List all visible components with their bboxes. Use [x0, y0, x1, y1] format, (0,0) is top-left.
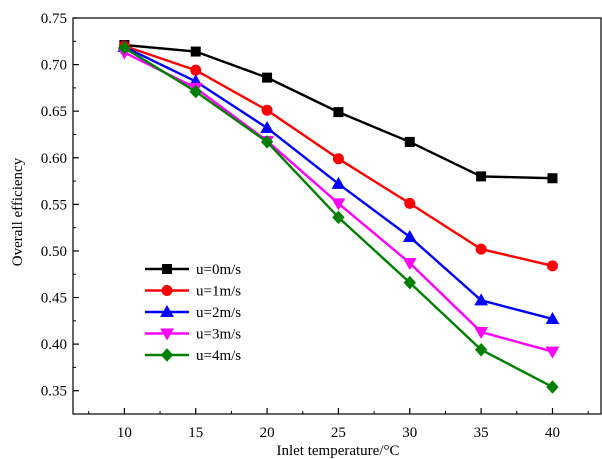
x-tick-label: 20	[260, 425, 275, 441]
data-point	[118, 41, 131, 55]
legend-label: u=1m/s	[196, 284, 241, 300]
legend-label: u=0m/s	[196, 262, 241, 278]
data-point	[332, 210, 345, 225]
data-point	[404, 136, 415, 147]
x-axis: 10 15 20 25 30 35 40	[88, 408, 589, 441]
legend: u=0m/s u=1m/s u=2m/s u=3m/s u=4m/s	[145, 262, 241, 364]
data-point	[189, 84, 202, 99]
y-tick-label: 0.40	[41, 337, 67, 353]
data-point	[261, 104, 273, 116]
y-tick-label: 0.60	[41, 151, 67, 167]
data-point	[402, 229, 417, 242]
x-tick-label: 15	[188, 425, 203, 441]
x-tick-label: 10	[117, 425, 132, 441]
legend-label: u=3m/s	[196, 327, 241, 343]
data-point	[404, 197, 416, 209]
y-tick-label: 0.65	[41, 104, 67, 120]
data-point	[474, 293, 488, 306]
data-point	[190, 64, 202, 76]
series-u=4m/s	[118, 41, 559, 394]
y-axis: 0.35 0.40 0.45 0.50 0.55 0.60 0.65 0.70 0.75	[41, 11, 79, 400]
series-u=1m/s	[118, 40, 558, 272]
y-tick-label: 0.35	[41, 384, 67, 400]
legend-marker	[162, 264, 172, 274]
y-tick-label: 0.45	[41, 291, 67, 307]
plot-area	[72, 17, 602, 415]
x-axis-title: Inlet temperature/°C	[276, 443, 399, 459]
data-point	[402, 258, 417, 271]
data-point	[333, 107, 344, 118]
y-tick-label: 0.75	[41, 11, 67, 27]
data-point	[403, 275, 416, 290]
data-point	[545, 311, 560, 324]
data-point	[546, 380, 559, 394]
x-tick-label: 40	[545, 425, 560, 441]
legend-marker	[160, 328, 174, 341]
data-point	[547, 173, 558, 184]
legend-label: u=2m/s	[196, 305, 241, 321]
plot-frame	[72, 17, 602, 415]
data-point	[331, 176, 346, 189]
data-point	[190, 46, 201, 57]
legend-item: u=3m/s	[145, 327, 241, 343]
data-point	[545, 346, 560, 359]
legend-item: u=4m/s	[145, 348, 241, 364]
data-point	[331, 198, 346, 211]
data-point	[476, 171, 487, 182]
data-point	[474, 342, 488, 357]
legend-marker	[160, 304, 174, 317]
data-point	[546, 260, 558, 272]
x-tick-label: 25	[331, 425, 346, 441]
legend-item: u=0m/s	[145, 262, 241, 278]
y-tick-label: 0.50	[41, 244, 67, 260]
legend-item: u=1m/s	[145, 284, 241, 300]
data-point	[475, 243, 487, 255]
data-point	[474, 327, 488, 340]
x-tick-label: 35	[474, 425, 489, 441]
y-tick-label: 0.70	[41, 58, 67, 74]
y-tick-label: 0.55	[41, 197, 67, 213]
series-layer	[117, 39, 560, 394]
x-tick-label: 30	[402, 425, 417, 441]
legend-item: u=2m/s	[145, 304, 241, 321]
legend-label: u=4m/s	[196, 348, 241, 364]
data-point	[262, 72, 273, 83]
data-point	[260, 120, 274, 133]
legend-marker	[160, 348, 174, 362]
legend-marker	[161, 285, 173, 296]
data-point	[332, 153, 344, 165]
y-axis-title: Overall efficiency	[10, 157, 26, 266]
data-point	[260, 135, 274, 149]
